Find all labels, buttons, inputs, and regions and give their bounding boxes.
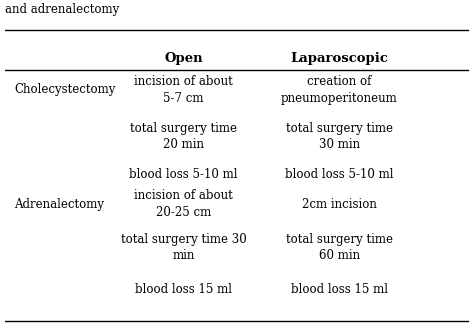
Text: total surgery time
60 min: total surgery time 60 min [286, 233, 392, 263]
Text: blood loss 5-10 ml: blood loss 5-10 ml [129, 168, 238, 180]
Text: blood loss 15 ml: blood loss 15 ml [291, 283, 388, 296]
Text: incision of about
20-25 cm: incision of about 20-25 cm [134, 189, 233, 219]
Text: blood loss 5-10 ml: blood loss 5-10 ml [285, 168, 393, 180]
Text: Cholecystectomy: Cholecystectomy [14, 84, 115, 96]
Text: total surgery time
30 min: total surgery time 30 min [286, 122, 392, 151]
Text: Open: Open [164, 52, 203, 65]
Text: Adrenalectomy: Adrenalectomy [14, 198, 104, 210]
Text: and adrenalectomy: and adrenalectomy [5, 3, 119, 16]
Text: creation of
pneumoperitoneum: creation of pneumoperitoneum [281, 75, 398, 105]
Text: incision of about
5-7 cm: incision of about 5-7 cm [134, 75, 233, 105]
Text: Laparoscopic: Laparoscopic [290, 52, 388, 65]
Text: blood loss 15 ml: blood loss 15 ml [135, 283, 232, 296]
Text: total surgery time 30
min: total surgery time 30 min [121, 233, 246, 263]
Text: total surgery time
20 min: total surgery time 20 min [130, 122, 237, 151]
Text: 2cm incision: 2cm incision [302, 198, 377, 210]
